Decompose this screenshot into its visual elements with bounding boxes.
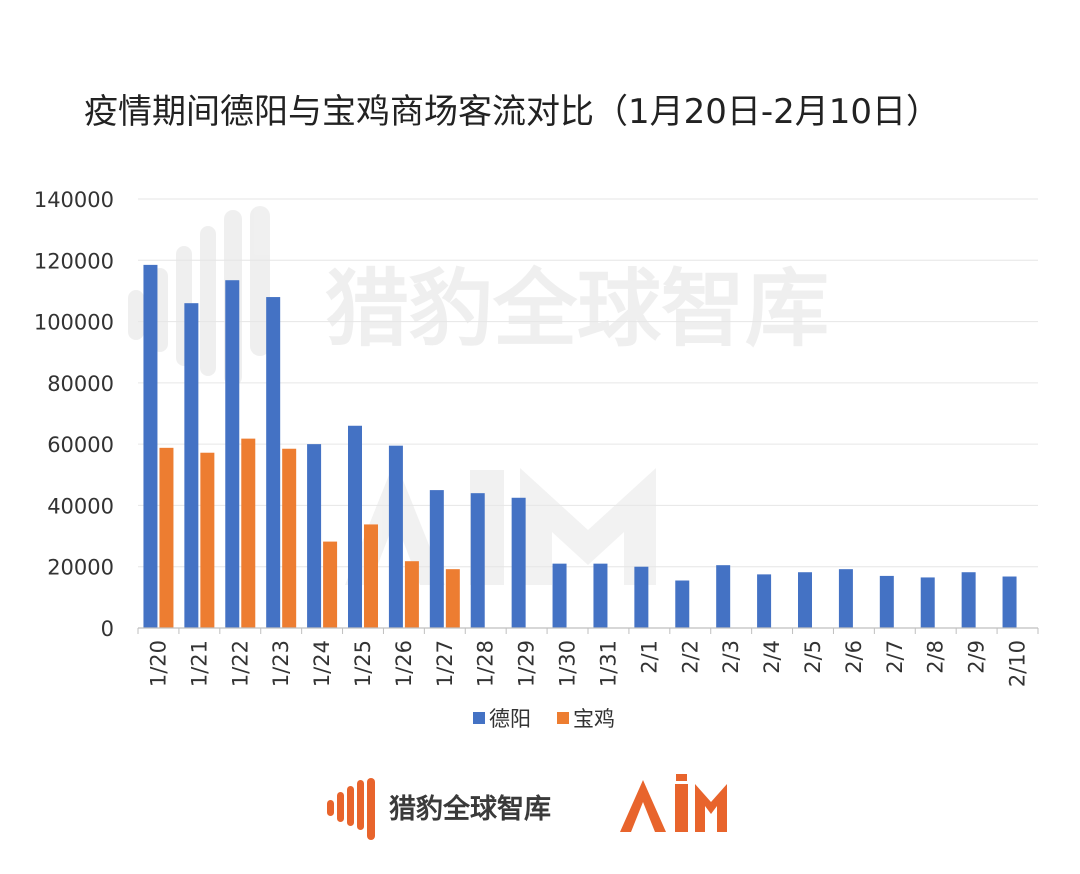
x-tick-label: 1/21 [187, 640, 211, 687]
bar-deyang [307, 444, 322, 628]
bar-deyang [143, 264, 158, 628]
x-axis-ticks: 1/20 1/21 1/22 1/23 1/24 1/25 1/26 1/27 1/28 1/29… [146, 640, 1029, 687]
bar-deyang [675, 580, 690, 628]
bar-baoji [241, 438, 256, 628]
x-tick-label: 2/1 [637, 640, 661, 674]
bar-deyang [470, 493, 485, 628]
x-tick-label: 1/26 [392, 640, 416, 687]
x-tick-label: 2/5 [801, 640, 825, 674]
bar-baoji [282, 448, 297, 628]
y-tick-label: 0 [101, 617, 114, 641]
x-tick-label: 1/24 [310, 640, 334, 687]
x-tick-label: 2/2 [678, 640, 702, 674]
legend-swatch [557, 712, 569, 724]
x-tick-label: 2/4 [760, 640, 784, 674]
x-tick-label: 2/9 [965, 640, 989, 674]
y-tick-label: 80000 [47, 372, 114, 396]
bar-deyang [961, 572, 976, 628]
bar-deyang [388, 445, 403, 628]
y-tick-label: 60000 [47, 433, 114, 457]
x-tick-label: 1/27 [433, 640, 457, 687]
footer-logos: 猎豹全球智库 [327, 774, 727, 840]
bar-deyang [266, 297, 281, 628]
bar-deyang [757, 574, 772, 628]
bar-deyang [225, 280, 240, 628]
bar-baoji [323, 541, 338, 628]
bar-deyang [429, 490, 444, 628]
bar-deyang [798, 572, 812, 628]
bar-deyang [348, 425, 362, 628]
x-tick-label: 1/29 [515, 640, 539, 687]
brand-logo-text: 猎豹全球智库 [389, 793, 551, 825]
x-tick-label: 2/6 [842, 640, 866, 674]
bar-deyang [184, 303, 199, 628]
bar-deyang [511, 497, 526, 628]
x-tick-label: 1/30 [556, 640, 580, 687]
bar-deyang [593, 563, 608, 628]
x-tick-label: 2/8 [924, 640, 948, 674]
x-tick-label: 2/10 [1006, 640, 1030, 687]
x-tick-label: 1/25 [351, 640, 375, 687]
bar-baoji [159, 447, 174, 628]
bar-deyang [634, 566, 649, 628]
bars [143, 264, 1017, 628]
x-tick-label: 1/20 [146, 640, 170, 687]
legend-label: 宝鸡 [573, 707, 615, 731]
chart-title: 疫情期间德阳与宝鸡商场客流对比（1月20日-2月10日） [84, 92, 941, 132]
y-tick-label: 40000 [47, 494, 114, 518]
bar-deyang [838, 569, 853, 628]
x-tick-label: 2/7 [883, 640, 907, 674]
brand-bars-icon [327, 778, 375, 840]
bar-baoji [404, 561, 419, 628]
bar-deyang [716, 565, 731, 628]
x-tick-label: 1/22 [228, 640, 252, 687]
x-tick-label: 1/28 [474, 640, 498, 687]
bar-deyang [1002, 576, 1017, 628]
bar-baoji [200, 452, 215, 628]
bar-deyang [552, 563, 567, 628]
bar-deyang [879, 575, 894, 628]
x-tick-label: 2/3 [719, 640, 743, 674]
legend: 德阳 宝鸡 [473, 707, 615, 731]
x-tick-label: 1/23 [269, 640, 293, 687]
bar-deyang [920, 577, 935, 628]
bar-baoji [364, 524, 378, 628]
y-tick-label: 20000 [47, 556, 114, 580]
y-tick-label: 140000 [34, 188, 114, 212]
aim-logo [620, 774, 727, 832]
y-tick-label: 120000 [34, 249, 114, 273]
y-axis-ticks: 0 20000 40000 60000 80000 100000 120000 140000 [34, 188, 114, 641]
legend-label: 德阳 [489, 707, 531, 731]
legend-swatch [473, 712, 485, 724]
watermark-text: 猎豹全球智库 [325, 260, 829, 358]
bar-baoji [445, 569, 460, 628]
y-tick-label: 100000 [34, 311, 114, 335]
x-axis [137, 627, 1039, 634]
x-tick-label: 1/31 [596, 640, 620, 687]
